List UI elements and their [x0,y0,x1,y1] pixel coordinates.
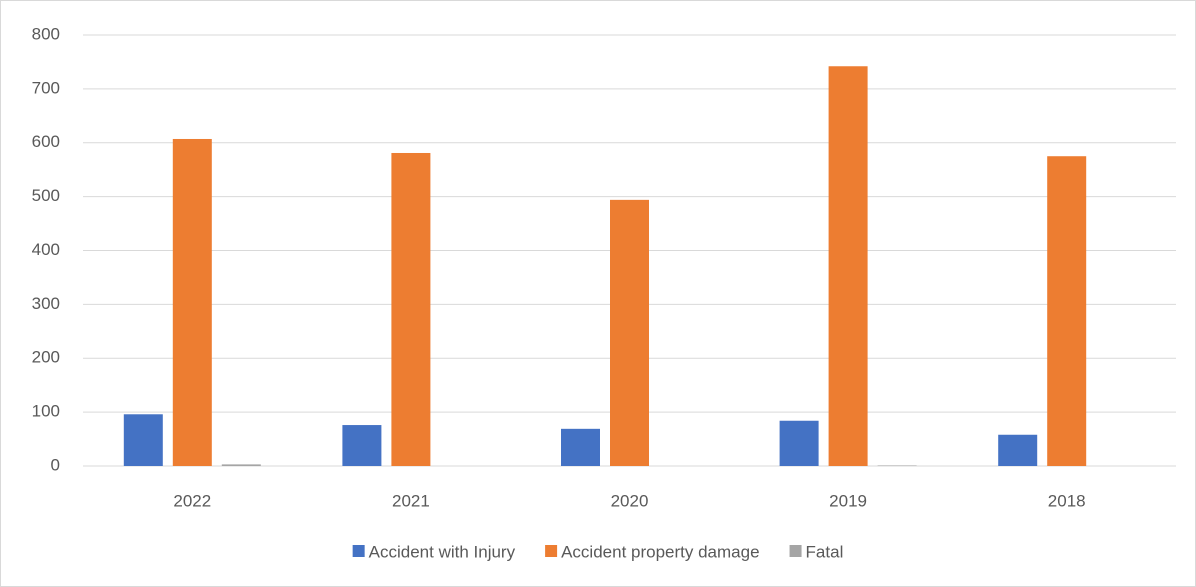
legend-label: Accident property damage [561,542,759,561]
legend-swatch [352,545,365,557]
x-tick-label: 2021 [392,491,430,510]
bar [172,138,212,466]
y-tick-label: 600 [32,132,60,151]
y-tick-label: 700 [32,78,60,97]
bar [342,425,382,466]
legend-label: Accident with Injury [369,542,516,561]
x-tick-label: 2020 [611,491,649,510]
bar [221,464,261,466]
y-tick-label: 800 [32,24,60,43]
bar [561,428,600,466]
bar [779,420,819,466]
bar [391,152,431,466]
x-tick-label: 2018 [1048,491,1086,510]
y-tick-label: 200 [32,348,60,367]
y-tick-label: 300 [32,294,60,313]
bar [998,434,1038,466]
y-tick-label: 500 [32,186,60,205]
legend-swatch [545,545,558,557]
x-tick-label: 2022 [173,491,211,510]
x-tick-label: 2019 [829,491,867,510]
bar [123,414,163,466]
y-tick-label: 400 [32,240,60,259]
legend-label: Fatal [806,542,844,561]
y-tick-label: 0 [51,455,60,474]
legend-swatch [789,545,802,557]
bar [610,199,649,467]
bar [1047,156,1087,466]
bar [877,465,917,466]
y-tick-label: 100 [32,402,60,421]
bar [828,66,868,466]
